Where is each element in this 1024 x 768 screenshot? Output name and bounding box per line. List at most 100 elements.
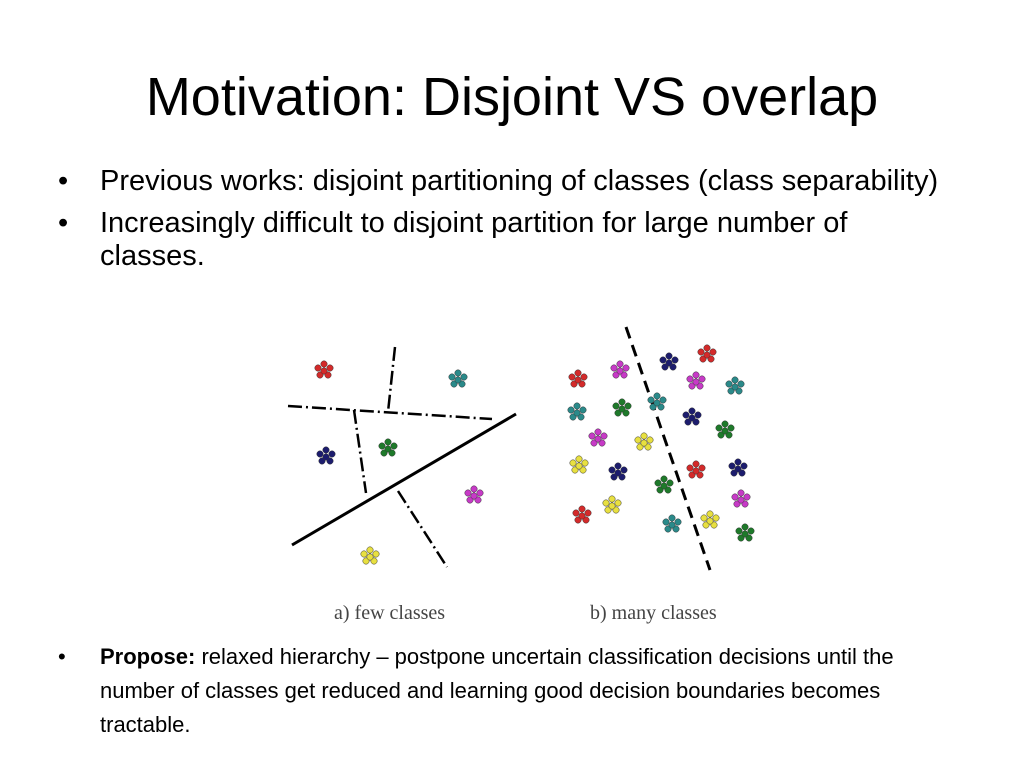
point [384,445,392,453]
propose-bullet: • Propose: relaxed hierarchy – postpone … [56,640,956,742]
point-cluster [568,369,588,388]
point [747,527,755,535]
point [320,367,328,375]
point [578,505,586,513]
point [470,492,478,500]
point [668,521,676,529]
point [721,420,729,428]
point [709,348,717,356]
point [741,523,749,531]
panel-a: a) few classes [287,346,517,624]
point [322,446,330,454]
point [698,464,706,472]
boundary-line [352,409,368,494]
point [659,396,667,404]
point-cluster [735,523,755,542]
point [326,364,334,372]
bullet-list: • Previous works: disjoint partitioning … [56,165,956,282]
point [715,424,723,432]
point [610,364,618,372]
point-cluster [567,402,587,421]
point [728,462,736,470]
point [647,396,655,404]
point [573,402,581,410]
point [734,458,742,466]
point-cluster [448,369,468,388]
point [578,512,586,520]
point [618,398,626,406]
point [574,376,582,384]
point [594,435,602,443]
point [608,466,616,474]
point [721,427,729,435]
point-cluster [686,460,706,479]
point [692,467,700,475]
point-cluster [634,432,654,451]
point [740,462,748,470]
point [584,509,592,517]
point [731,376,739,384]
point [735,527,743,535]
point-cluster [569,455,589,474]
point [653,399,661,407]
classes-figure: a) few classes b) many classes [280,325,780,630]
point [734,465,742,473]
point [665,359,673,367]
figure-canvas: a) few classes b) many classes [287,326,755,624]
point [569,459,577,467]
point [588,432,596,440]
point [674,518,682,526]
point-cluster [654,475,674,494]
point [476,489,484,497]
point [706,517,714,525]
point [460,373,468,381]
point [581,459,589,467]
bullet-text: Previous works: disjoint partitioning of… [100,165,939,197]
point [328,450,336,458]
point [366,546,374,554]
point [575,455,583,463]
point [568,373,576,381]
boundary-line [624,326,712,571]
point-cluster [378,438,398,457]
point [622,364,630,372]
point [688,414,696,422]
point [614,462,622,470]
point-cluster [612,398,632,417]
point [640,432,648,440]
point [612,402,620,410]
point-cluster [464,485,484,504]
point [712,514,720,522]
point [731,383,739,391]
boundary-line [396,490,449,568]
point-cluster [316,446,336,465]
point [384,438,392,446]
point [686,375,694,383]
point [454,376,462,384]
panel-b: b) many classes [567,326,755,624]
point-cluster [700,510,720,529]
bullet-dot: • [58,644,66,669]
point [692,378,700,386]
point [737,489,745,497]
point [580,373,588,381]
point [390,442,398,450]
point [572,509,580,517]
point-cluster [608,462,628,481]
point [692,460,700,468]
point [614,469,622,477]
point-cluster [647,392,667,411]
point [567,406,575,414]
point [737,380,745,388]
point [686,464,694,472]
point [320,360,328,368]
point [694,411,702,419]
point-cluster [360,546,380,565]
point [703,351,711,359]
point [470,485,478,493]
point [665,352,673,360]
point [692,371,700,379]
point-cluster [725,376,745,395]
point-cluster [728,458,748,477]
point [668,514,676,522]
